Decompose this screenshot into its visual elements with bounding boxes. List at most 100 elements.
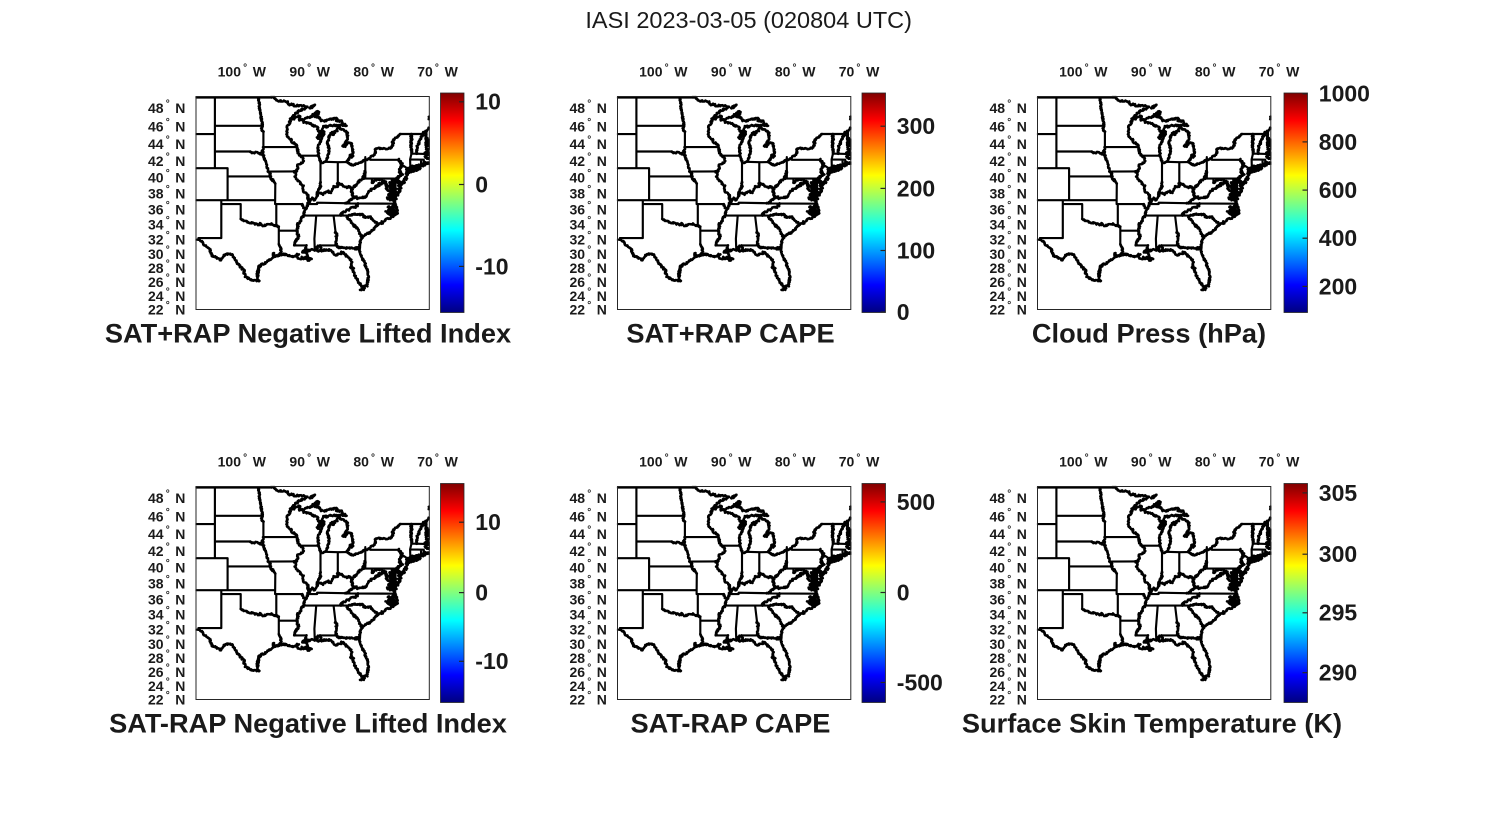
svg-text:°: °	[1007, 99, 1011, 110]
svg-text:W: W	[1222, 454, 1236, 470]
svg-text:N: N	[597, 509, 607, 525]
svg-text:N: N	[597, 153, 607, 169]
svg-text:N: N	[597, 274, 607, 290]
svg-text:°: °	[729, 62, 733, 73]
svg-text:80: 80	[775, 454, 791, 470]
svg-text:W: W	[445, 454, 459, 470]
svg-text:°: °	[587, 99, 591, 110]
svg-text:°: °	[166, 590, 170, 601]
svg-text:°: °	[1007, 300, 1011, 311]
svg-text:80: 80	[353, 64, 369, 80]
svg-text:24: 24	[570, 678, 586, 694]
svg-text:38: 38	[570, 186, 586, 202]
svg-text:°: °	[587, 184, 591, 195]
svg-text:°: °	[166, 184, 170, 195]
svg-text:°: °	[243, 452, 247, 463]
svg-text:42: 42	[148, 543, 164, 559]
svg-text:0: 0	[475, 580, 488, 606]
svg-text:°: °	[1213, 62, 1217, 73]
svg-text:N: N	[1017, 246, 1027, 262]
svg-text:W: W	[1158, 454, 1172, 470]
svg-text:-10: -10	[475, 253, 508, 279]
svg-text:W: W	[1222, 64, 1236, 80]
svg-text:26: 26	[148, 274, 164, 290]
svg-text:90: 90	[289, 64, 305, 80]
svg-text:N: N	[597, 543, 607, 559]
svg-text:W: W	[738, 454, 752, 470]
svg-text:°: °	[587, 590, 591, 601]
svg-text:°: °	[587, 135, 591, 146]
svg-text:°: °	[371, 452, 375, 463]
svg-text:N: N	[597, 201, 607, 217]
svg-text:42: 42	[570, 543, 586, 559]
svg-text:N: N	[175, 246, 185, 262]
svg-text:48: 48	[148, 490, 164, 506]
svg-text:N: N	[175, 650, 185, 666]
svg-text:24: 24	[990, 678, 1006, 694]
svg-text:N: N	[175, 119, 185, 135]
svg-text:°: °	[587, 230, 591, 241]
svg-text:°: °	[587, 649, 591, 660]
svg-text:W: W	[317, 454, 331, 470]
svg-text:30: 30	[990, 636, 1006, 652]
svg-text:40: 40	[990, 170, 1006, 186]
svg-text:°: °	[166, 620, 170, 631]
svg-text:48: 48	[570, 100, 586, 116]
svg-text:90: 90	[1131, 454, 1147, 470]
svg-text:°: °	[587, 200, 591, 211]
svg-text:°: °	[856, 62, 860, 73]
svg-text:295: 295	[1319, 600, 1358, 626]
svg-text:28: 28	[990, 260, 1006, 276]
svg-text:N: N	[175, 636, 185, 652]
svg-text:°: °	[1007, 286, 1011, 297]
svg-text:N: N	[1017, 231, 1027, 247]
svg-text:°: °	[166, 200, 170, 211]
svg-text:W: W	[1286, 64, 1300, 80]
svg-text:N: N	[175, 576, 185, 592]
svg-text:N: N	[1017, 664, 1027, 680]
svg-text:10: 10	[475, 509, 501, 535]
svg-text:22: 22	[570, 691, 586, 707]
svg-text:N: N	[597, 650, 607, 666]
svg-text:°: °	[587, 286, 591, 297]
svg-text:SAT+RAP CAPE: SAT+RAP CAPE	[626, 318, 834, 349]
svg-text:N: N	[1017, 490, 1027, 506]
svg-text:22: 22	[148, 691, 164, 707]
svg-text:32: 32	[990, 231, 1006, 247]
svg-text:°: °	[166, 676, 170, 687]
svg-text:°: °	[166, 135, 170, 146]
svg-text:°: °	[1007, 259, 1011, 270]
svg-text:N: N	[175, 217, 185, 233]
svg-text:W: W	[866, 454, 880, 470]
svg-text:N: N	[597, 136, 607, 152]
svg-text:°: °	[1007, 525, 1011, 536]
svg-text:SAT-RAP CAPE: SAT-RAP CAPE	[631, 708, 831, 739]
svg-text:°: °	[166, 273, 170, 284]
svg-text:N: N	[1017, 186, 1027, 202]
svg-text:°: °	[1007, 507, 1011, 518]
svg-text:N: N	[597, 260, 607, 276]
svg-text:°: °	[856, 452, 860, 463]
svg-text:°: °	[1007, 574, 1011, 585]
svg-text:°: °	[243, 62, 247, 73]
svg-text:°: °	[587, 244, 591, 255]
svg-text:°: °	[1007, 168, 1011, 179]
svg-text:°: °	[729, 452, 733, 463]
svg-text:°: °	[435, 452, 439, 463]
svg-text:W: W	[674, 454, 688, 470]
svg-text:32: 32	[570, 621, 586, 637]
svg-text:°: °	[1007, 590, 1011, 601]
svg-text:N: N	[597, 217, 607, 233]
svg-text:400: 400	[1319, 225, 1357, 251]
svg-text:N: N	[175, 621, 185, 637]
svg-text:36: 36	[148, 201, 164, 217]
svg-text:°: °	[587, 676, 591, 687]
svg-text:N: N	[175, 664, 185, 680]
svg-text:°: °	[587, 690, 591, 701]
svg-text:40: 40	[570, 170, 586, 186]
svg-text:°: °	[587, 663, 591, 674]
svg-text:34: 34	[148, 217, 164, 233]
svg-text:°: °	[1007, 605, 1011, 616]
svg-text:°: °	[1007, 152, 1011, 163]
svg-text:N: N	[175, 274, 185, 290]
